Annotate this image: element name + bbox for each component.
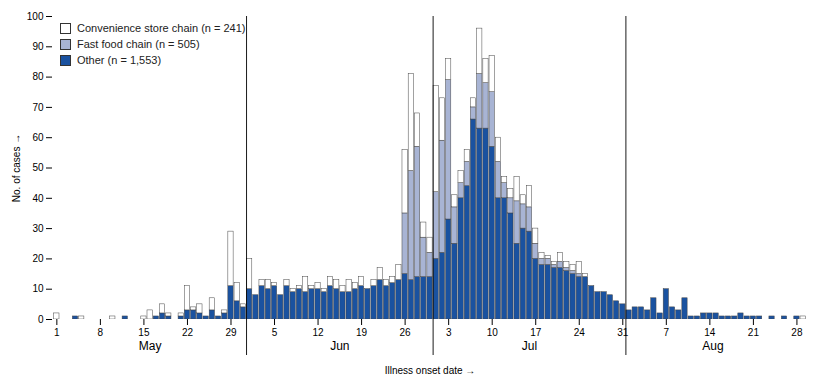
svg-text:70: 70 <box>32 102 44 113</box>
svg-text:90: 90 <box>32 41 44 52</box>
svg-text:30: 30 <box>32 223 44 234</box>
svg-text:80: 80 <box>32 71 44 82</box>
svg-text:12: 12 <box>312 327 324 338</box>
svg-text:5: 5 <box>272 327 278 338</box>
svg-text:10: 10 <box>487 327 499 338</box>
svg-text:Jul: Jul <box>522 339 537 353</box>
svg-text:No. of cases →: No. of cases → <box>11 134 22 202</box>
svg-text:26: 26 <box>400 327 412 338</box>
svg-text:3: 3 <box>446 327 452 338</box>
svg-text:20: 20 <box>32 253 44 264</box>
svg-text:29: 29 <box>225 327 237 338</box>
svg-text:50: 50 <box>32 162 44 173</box>
svg-text:60: 60 <box>32 132 44 143</box>
svg-text:21: 21 <box>748 327 760 338</box>
svg-text:Illness onset date →: Illness onset date → <box>385 365 476 376</box>
html-text:Fast food chain (n = 505): Fast food chain (n = 505) <box>77 38 200 50</box>
svg-text:100: 100 <box>27 11 44 22</box>
svg-text:Jun: Jun <box>330 339 349 353</box>
svg-text:15: 15 <box>138 327 150 338</box>
svg-text:7: 7 <box>664 327 670 338</box>
svg-text:31: 31 <box>617 327 629 338</box>
svg-text:Aug: Aug <box>702 339 723 353</box>
svg-text:40: 40 <box>32 193 44 204</box>
svg-text:8: 8 <box>98 327 104 338</box>
svg-text:19: 19 <box>356 327 368 338</box>
svg-text:28: 28 <box>791 327 803 338</box>
svg-text:May: May <box>139 339 162 353</box>
svg-text:14: 14 <box>704 327 716 338</box>
svg-text:1: 1 <box>54 327 60 338</box>
html-text:Other (n = 1,553): Other (n = 1,553) <box>77 54 162 66</box>
html-text:Convenience store chain (n = 2: Convenience store chain (n = 241) <box>77 22 246 34</box>
svg-text:17: 17 <box>530 327 542 338</box>
svg-text:24: 24 <box>574 327 586 338</box>
svg-text:10: 10 <box>32 283 44 294</box>
svg-text:0: 0 <box>38 314 44 325</box>
svg-text:22: 22 <box>182 327 194 338</box>
